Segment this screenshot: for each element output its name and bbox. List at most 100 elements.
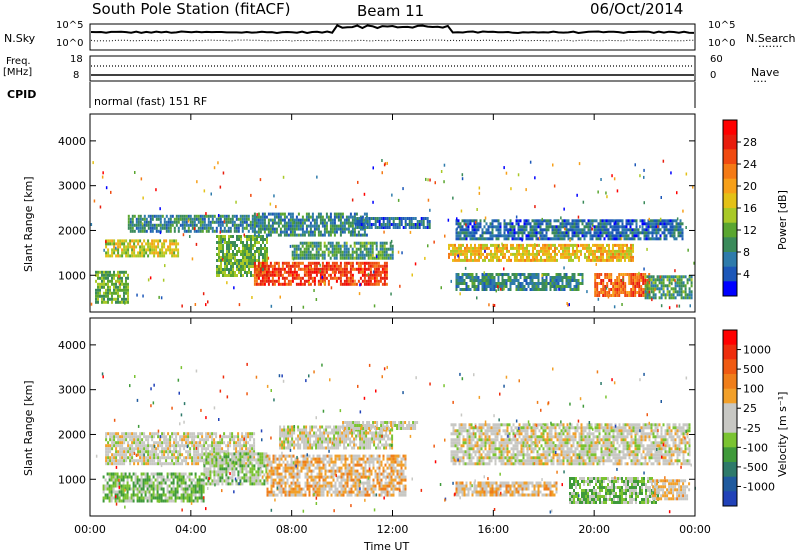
data-cell-1 <box>185 217 188 221</box>
data-cell-1 <box>152 493 155 497</box>
data-cell-3 <box>335 267 338 271</box>
data-cell-0 <box>197 441 200 445</box>
data-cell-3 <box>357 264 360 268</box>
data-cell-1 <box>225 223 228 227</box>
scatter-cell <box>382 224 385 227</box>
data-cell-6 <box>386 220 389 223</box>
data-cell-1 <box>162 490 165 494</box>
data-cell-2 <box>238 262 240 265</box>
data-cell-6 <box>364 220 367 223</box>
data-cell-0 <box>249 438 252 442</box>
data-cell-1 <box>132 499 135 503</box>
data-cell-5 <box>313 244 316 248</box>
data-cell-5 <box>381 256 384 260</box>
data-cell-12 <box>103 297 105 301</box>
data-cell-1 <box>168 499 171 503</box>
data-cell-0 <box>133 438 136 442</box>
data-cell-1 <box>251 226 254 230</box>
data-cell-1 <box>144 484 147 488</box>
data-cell-2 <box>220 262 222 265</box>
data-cell-0 <box>175 459 178 463</box>
data-cell-4 <box>265 227 268 231</box>
data-cell-2 <box>236 235 238 238</box>
data-cell-10 <box>596 288 599 291</box>
data-cell-1 <box>116 478 119 482</box>
data-cell-1 <box>116 481 119 485</box>
data-cell-8 <box>531 228 534 232</box>
data-cell-8 <box>669 219 672 223</box>
data-cell-1 <box>176 490 179 494</box>
data-cell-0 <box>253 444 256 448</box>
data-cell-2 <box>266 247 268 250</box>
data-cell-3 <box>281 282 284 286</box>
scatter-cell <box>646 247 648 251</box>
data-cell-3 <box>347 282 350 286</box>
data-cell-9 <box>509 279 512 282</box>
data-cell-8 <box>633 237 636 241</box>
data-cell-1 <box>116 472 119 476</box>
data-cell-11 <box>660 284 663 288</box>
data-cell-0 <box>207 438 210 442</box>
data-cell-8 <box>511 234 514 238</box>
data-cell-1 <box>175 217 178 221</box>
data-cell-6 <box>380 223 383 226</box>
data-cell-9 <box>463 288 466 291</box>
data-cell-4 <box>347 224 350 228</box>
data-cell-0 <box>153 453 156 457</box>
data-cell-2 <box>226 256 228 259</box>
data-cell-6 <box>410 223 413 226</box>
data-cell-8 <box>601 231 604 235</box>
data-cell-1 <box>181 214 184 218</box>
data-cell-12 <box>107 285 109 289</box>
data-cell-8 <box>485 237 488 241</box>
data-cell-10 <box>642 288 645 291</box>
data-cell-2 <box>230 253 232 256</box>
data-cell-4 <box>293 218 296 222</box>
data-cell-4 <box>295 215 298 219</box>
scatter-cell <box>613 305 616 309</box>
scatter-cell <box>273 194 275 198</box>
data-cell-4 <box>333 215 336 219</box>
data-cell-7 <box>590 249 592 253</box>
data-cell-1 <box>223 217 226 221</box>
data-cell-1 <box>114 472 117 476</box>
data-cell-10 <box>624 282 627 285</box>
data-cell-2 <box>222 238 224 241</box>
data-cell-0 <box>115 435 118 439</box>
data-cell-10 <box>626 273 629 276</box>
data-cell-7 <box>474 243 476 247</box>
scatter-cell <box>674 269 676 273</box>
data-cell-0 <box>239 444 242 448</box>
data-cell-10 <box>642 291 645 294</box>
data-cell-7 <box>546 246 548 250</box>
data-cell-9 <box>541 288 544 291</box>
data-cell-1 <box>160 487 163 491</box>
data-cell-8 <box>583 237 586 241</box>
data-cell-7 <box>568 249 570 253</box>
data-cell-11 <box>650 290 653 294</box>
data-cell-6 <box>370 226 373 229</box>
data-cell-8 <box>519 225 522 229</box>
data-cell-2 <box>254 256 256 259</box>
data-cell-3 <box>295 273 298 277</box>
data-cell-0 <box>129 459 132 463</box>
data-cell-4 <box>289 215 292 219</box>
data-cell-5 <box>313 253 316 257</box>
data-cell-0 <box>157 441 160 445</box>
data-cell-1 <box>176 484 179 488</box>
data-cell-1 <box>173 220 176 224</box>
data-cell-8 <box>563 225 566 229</box>
data-cell-1 <box>131 223 134 227</box>
data-cell-8 <box>597 228 600 232</box>
data-cell-9 <box>559 288 562 291</box>
data-cell-8 <box>535 231 538 235</box>
data-cell-7 <box>612 252 614 256</box>
data-cell-5 <box>329 256 332 260</box>
data-cell-0 <box>187 435 190 439</box>
data-cell-0 <box>159 248 162 252</box>
data-cell-6 <box>364 226 367 229</box>
data-cell-7 <box>500 249 502 253</box>
data-cell-0 <box>241 438 244 442</box>
data-cell-1 <box>178 472 181 476</box>
data-cell-9 <box>519 288 522 291</box>
